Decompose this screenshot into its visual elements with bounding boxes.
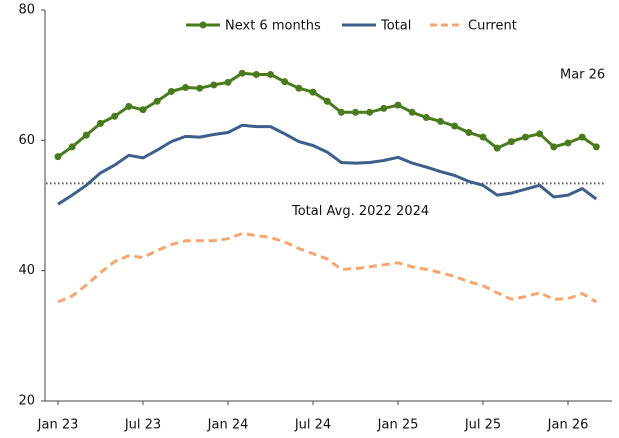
point: [592, 143, 600, 151]
point: [196, 84, 204, 92]
point: [522, 133, 529, 141]
point: [507, 138, 515, 146]
point: [224, 78, 232, 86]
point: [451, 122, 459, 130]
point: [82, 131, 90, 139]
point: [578, 133, 586, 141]
point: [281, 78, 289, 86]
point: [337, 108, 345, 116]
x-tick-label: Jan 25: [377, 418, 419, 433]
point: [366, 108, 374, 116]
y-tick-label: 60: [18, 133, 35, 148]
point: [267, 71, 274, 79]
point: [323, 97, 331, 105]
legend-label: Next 6 months: [225, 19, 321, 34]
x-tick-label: Jul 24: [294, 418, 331, 433]
point: [125, 102, 133, 110]
y-tick-label: 80: [18, 3, 35, 18]
annotation: Mar 26: [560, 68, 605, 83]
point: [139, 106, 147, 114]
legend: Next 6 months Total Current: [186, 19, 517, 34]
series-line: [57, 123, 598, 206]
point: [238, 69, 246, 77]
point: [380, 104, 388, 112]
point: [437, 117, 444, 125]
point: [536, 130, 544, 138]
legend-marker: [199, 21, 207, 29]
point: [465, 129, 473, 137]
point: [54, 153, 62, 161]
point: [210, 81, 218, 89]
y-tick-label: 40: [18, 263, 35, 278]
point: [153, 97, 161, 105]
point: [422, 114, 430, 122]
point: [167, 87, 175, 95]
series-line: [57, 71, 598, 158]
point: [252, 71, 260, 79]
point: [309, 88, 317, 96]
point: [68, 143, 76, 151]
point: [182, 84, 189, 92]
point: [564, 139, 572, 147]
point: [295, 84, 303, 92]
point: [111, 112, 119, 120]
legend-label: Current: [468, 19, 517, 34]
legend-label: Total: [380, 19, 411, 34]
point: [550, 143, 558, 151]
y-tick-label: 20: [18, 394, 35, 409]
x-tick-label: Jan 26: [547, 418, 589, 433]
point: [394, 101, 402, 109]
point: [97, 119, 104, 127]
point: [408, 108, 416, 116]
series-line: [57, 232, 598, 304]
point: [352, 108, 359, 116]
point: [479, 133, 487, 141]
reference-label: Total Avg. 2022 2024: [291, 204, 429, 219]
x-tick-label: Jan 24: [207, 418, 249, 433]
x-tick-label: Jul 25: [464, 418, 501, 433]
x-tick-label: Jan 23: [37, 418, 79, 433]
x-tick-label: Jul 23: [124, 418, 161, 433]
point: [493, 144, 501, 152]
